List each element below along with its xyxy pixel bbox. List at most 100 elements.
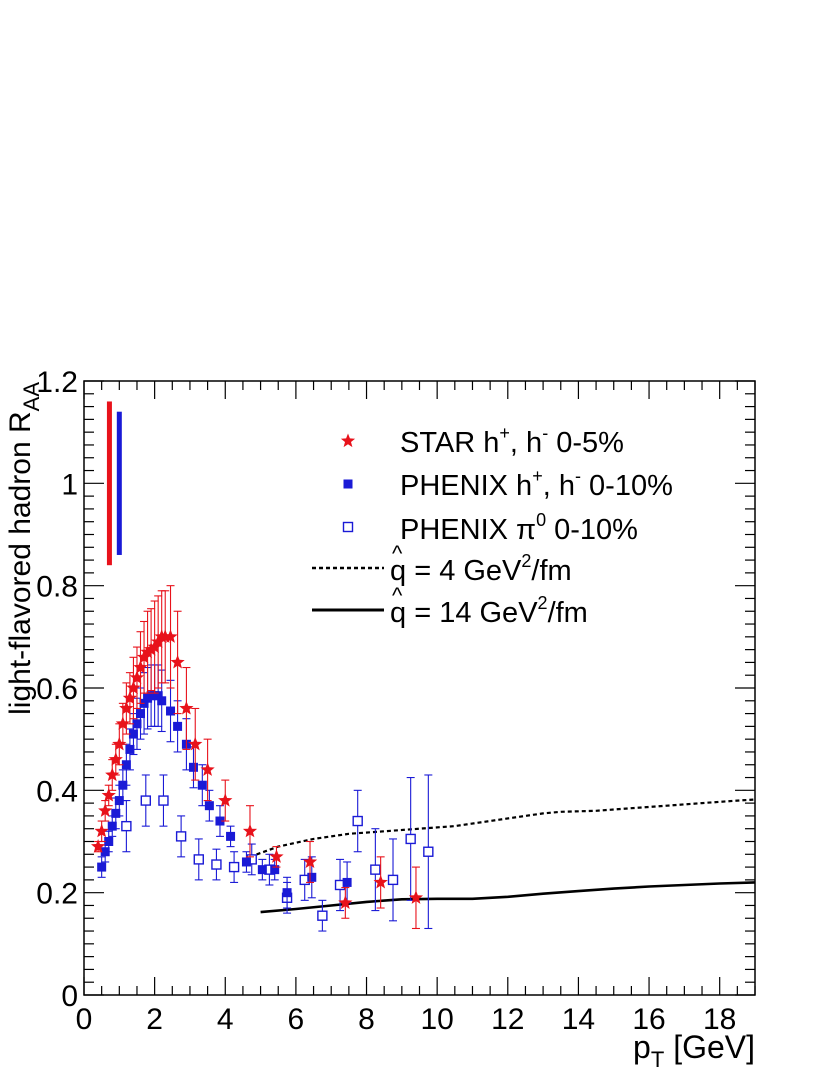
data-point	[126, 680, 141, 695]
x-tick-label: 6	[288, 1003, 305, 1036]
data-point	[140, 644, 155, 659]
data-point	[269, 849, 284, 863]
data-point	[119, 701, 134, 715]
data-point	[270, 865, 280, 875]
series-star	[91, 585, 424, 930]
legend-label-qhat-14: q = 14 GeV2/fm	[390, 593, 588, 629]
data-point	[211, 859, 222, 870]
data-point	[128, 729, 138, 739]
data-point	[122, 690, 137, 705]
data-point	[158, 795, 169, 806]
data-point	[97, 862, 107, 872]
y-axis-label: light-flavored hadron RAA	[4, 382, 44, 715]
data-point	[370, 864, 381, 875]
y-tick-label: 0.2	[36, 878, 78, 911]
series-square-filled	[97, 664, 352, 909]
x-tick-label: 18	[703, 1003, 736, 1036]
legend-label-qhat-4: q = 4 GeV2/fm	[390, 551, 572, 587]
data-point	[193, 854, 204, 865]
legend-marker-phenix-h	[343, 479, 353, 489]
x-tick-label: 8	[358, 1003, 375, 1036]
data-point	[94, 823, 109, 838]
data-point	[108, 752, 123, 766]
legend-marker-phenix-pi0	[342, 521, 354, 533]
axes: 0 2 4 6 8 10 12 14 16 18 0 0.2 0.4 0.6 0.8 1 1.2	[36, 366, 756, 1036]
x-axis-label: pT [GeV]	[633, 1029, 755, 1072]
data-point	[132, 719, 142, 729]
data-point	[423, 846, 434, 857]
data-point	[153, 691, 163, 701]
legend-star-symbol	[340, 433, 356, 448]
data-point	[188, 762, 198, 772]
data-point	[173, 721, 183, 731]
legend-label-star: STAR h+, h- 0-5%	[400, 423, 624, 459]
legend-marker-star	[340, 433, 356, 448]
legend-label-phenix-pi0: PHENIX π0 0-10%	[400, 510, 638, 546]
data-point	[218, 793, 233, 807]
data-point	[226, 831, 236, 841]
x-tick-label: 12	[491, 1003, 524, 1036]
data-point	[111, 808, 121, 818]
data-point	[282, 888, 292, 898]
data-point	[242, 823, 258, 838]
data-series	[91, 585, 434, 932]
y-tick-label: 0.6	[36, 673, 78, 706]
series-square-open	[121, 774, 434, 932]
data-point	[342, 877, 352, 887]
data-point	[125, 744, 135, 754]
data-point	[405, 833, 416, 845]
data-point	[188, 736, 203, 751]
data-point	[91, 839, 106, 853]
data-point	[200, 762, 215, 776]
data-point	[115, 716, 130, 730]
data-point	[338, 895, 353, 909]
data-point	[197, 780, 207, 790]
x-tick-label: 4	[217, 1003, 234, 1036]
data-point	[129, 670, 145, 684]
data-point	[158, 629, 173, 643]
x-tick-label: 14	[562, 1003, 595, 1036]
normalization-bars	[106, 401, 122, 566]
legend-label-phenix-h: PHENIX h+, h- 0-10%	[400, 466, 673, 502]
data-point	[175, 831, 187, 842]
data-point	[104, 837, 114, 846]
x-tick-label: 0	[76, 1003, 93, 1036]
data-point	[408, 890, 424, 904]
data-point	[133, 660, 148, 674]
data-point	[157, 696, 167, 706]
legend-square-open-symbol	[342, 521, 354, 533]
data-point	[112, 736, 127, 751]
curve-qhat-14	[260, 881, 756, 914]
data-point	[121, 820, 132, 832]
data-point	[179, 701, 194, 715]
data-point	[302, 854, 318, 868]
data-point	[136, 709, 146, 719]
data-point	[170, 654, 185, 669]
data-point	[204, 801, 214, 811]
legend-hat-qhat-14: ^	[392, 583, 403, 608]
curve-qhat-4	[249, 798, 756, 858]
model-curves	[249, 798, 756, 914]
data-point	[215, 816, 225, 826]
data-point	[257, 865, 267, 875]
data-point	[140, 795, 152, 806]
data-point	[101, 788, 116, 802]
y-tick-label: 0.4	[36, 775, 78, 808]
data-point	[163, 629, 178, 643]
x-tick-label: 16	[632, 1003, 665, 1036]
data-point	[307, 872, 317, 882]
x-tick-label: 2	[146, 1003, 163, 1036]
x-tick-label: 10	[420, 1003, 453, 1036]
legend: STAR h+, h- 0-5% PHENIX h+, h- 0-10% PHE…	[312, 423, 673, 629]
normalization-bar-phenix	[116, 411, 122, 555]
data-point	[144, 642, 159, 656]
y-tick-label: 1.2	[36, 366, 78, 399]
data-point	[228, 861, 240, 873]
data-point	[107, 821, 117, 831]
data-point	[317, 910, 328, 921]
legend-square-filled-symbol	[343, 479, 353, 489]
data-point	[373, 874, 388, 889]
y-tick-label: 1	[61, 468, 78, 501]
normalization-bar-star	[106, 401, 112, 566]
